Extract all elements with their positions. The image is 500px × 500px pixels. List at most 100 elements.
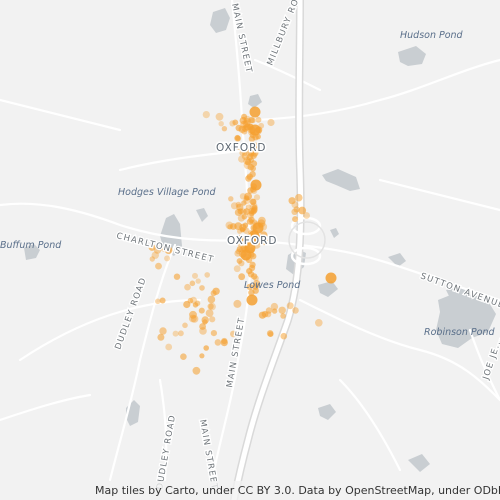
label-buffum-pond: Buffum Pond bbox=[0, 240, 62, 251]
heatmap-point bbox=[245, 175, 252, 182]
heatmap-layer bbox=[148, 106, 337, 375]
heatmap-point bbox=[189, 310, 197, 319]
road-east-2[interactable] bbox=[298, 298, 500, 402]
heatmap-point bbox=[291, 208, 298, 215]
heatmap-point bbox=[178, 330, 184, 337]
heatmap-point bbox=[204, 272, 210, 278]
heatmap-point bbox=[218, 121, 224, 127]
water-pond-center-east bbox=[330, 228, 339, 238]
heatmap-point bbox=[236, 258, 243, 264]
heatmap-point bbox=[315, 319, 323, 327]
heatmap-point bbox=[238, 260, 245, 267]
heatmap-hotspot bbox=[256, 234, 268, 246]
road-west-4[interactable] bbox=[0, 393, 92, 422]
heatmap-point bbox=[203, 345, 209, 351]
interchange-ramp-south[interactable] bbox=[290, 246, 322, 266]
heatmap-point bbox=[235, 135, 242, 142]
heatmap-point bbox=[235, 248, 241, 255]
road-west-3[interactable] bbox=[0, 98, 122, 132]
heatmap-point bbox=[228, 196, 234, 202]
water-pond-north bbox=[210, 8, 230, 33]
road-charlton-street[interactable] bbox=[0, 202, 247, 242]
road-west-1[interactable] bbox=[118, 148, 252, 172]
heatmap-point bbox=[253, 194, 261, 201]
water-small-pond-1 bbox=[248, 94, 262, 108]
heatmap-point bbox=[243, 195, 250, 202]
heatmap-point bbox=[221, 126, 228, 132]
road-joe-jenny[interactable] bbox=[468, 328, 500, 402]
road-south-west[interactable] bbox=[158, 378, 168, 482]
heatmap-point bbox=[252, 134, 259, 141]
heatmap-point bbox=[288, 197, 296, 205]
heatmap-point bbox=[230, 202, 239, 210]
water-hodges-village-2 bbox=[196, 208, 208, 222]
heatmap-point bbox=[164, 255, 171, 262]
heatmap-point bbox=[165, 343, 173, 351]
heatmap-hotspot bbox=[250, 179, 262, 191]
heatmap-point bbox=[210, 330, 217, 337]
heatmap-point bbox=[255, 116, 262, 123]
heatmap-point bbox=[192, 366, 201, 375]
water-hudson-pond bbox=[398, 46, 426, 66]
heatmap-point bbox=[157, 333, 165, 341]
heatmap-point bbox=[221, 337, 228, 345]
heatmap-point bbox=[238, 155, 246, 163]
heatmap-point bbox=[241, 200, 247, 206]
heatmap-point bbox=[202, 319, 208, 325]
heatmap-point bbox=[188, 314, 197, 323]
label-hudson-pond: Hudson Pond bbox=[400, 30, 464, 41]
label-main-street-north: MAIN STREET bbox=[229, 3, 254, 75]
road-dudley-road[interactable] bbox=[108, 243, 177, 482]
heatmap-point bbox=[244, 192, 253, 201]
water-pond-mid bbox=[318, 281, 338, 297]
heatmap-point bbox=[192, 272, 198, 279]
heatmap-point bbox=[244, 195, 250, 201]
heatmap-point bbox=[249, 198, 257, 205]
heatmap-point bbox=[237, 214, 245, 222]
road-north-2[interactable] bbox=[253, 58, 322, 92]
highway-i395[interactable] bbox=[231, 0, 304, 500]
road-east-3[interactable] bbox=[378, 178, 500, 212]
heatmap-point bbox=[248, 216, 255, 223]
heatmap-point bbox=[209, 316, 216, 323]
heatmap-point bbox=[237, 228, 243, 234]
heatmap-point bbox=[227, 224, 233, 230]
interchange-ramp-north[interactable] bbox=[290, 216, 322, 236]
minor-roads bbox=[0, 0, 500, 482]
heatmap-point bbox=[159, 297, 166, 304]
interchange-outline bbox=[288, 221, 326, 259]
interchange bbox=[288, 216, 326, 266]
heatmap-point bbox=[233, 299, 242, 308]
heatmap-hotspot bbox=[249, 106, 261, 118]
heatmap-point bbox=[271, 308, 278, 314]
heatmap-point bbox=[173, 273, 181, 280]
heatmap-point bbox=[184, 283, 191, 291]
road-south-east[interactable] bbox=[338, 378, 402, 472]
heatmap-point bbox=[194, 300, 201, 307]
water-pond-east bbox=[322, 169, 360, 191]
heatmap-point bbox=[234, 134, 241, 141]
heatmap-point bbox=[244, 158, 252, 166]
town-labels: OXFORD OXFORD bbox=[215, 141, 278, 249]
road-north-east[interactable] bbox=[253, 58, 500, 122]
heatmap-point bbox=[195, 278, 201, 284]
heatmap-point bbox=[210, 290, 217, 297]
water-buffum-pond bbox=[24, 244, 40, 260]
heatmap-point bbox=[199, 285, 205, 291]
water-hodges-village bbox=[160, 214, 182, 256]
label-oxford-center: OXFORD bbox=[227, 235, 277, 247]
road-west-2[interactable] bbox=[18, 298, 202, 362]
heatmap-point bbox=[153, 246, 162, 254]
heatmap-point bbox=[292, 307, 299, 314]
heatmap-point bbox=[265, 307, 273, 314]
heatmap-point bbox=[295, 193, 303, 202]
heatmap-point bbox=[246, 153, 253, 161]
heatmap-point bbox=[229, 120, 236, 127]
heatmap-point bbox=[247, 164, 254, 171]
heatmap-point bbox=[241, 214, 247, 220]
road-sutton-avenue[interactable] bbox=[243, 238, 500, 302]
water-pond-east-2 bbox=[388, 253, 406, 267]
heatmap-hotspot bbox=[240, 249, 252, 261]
